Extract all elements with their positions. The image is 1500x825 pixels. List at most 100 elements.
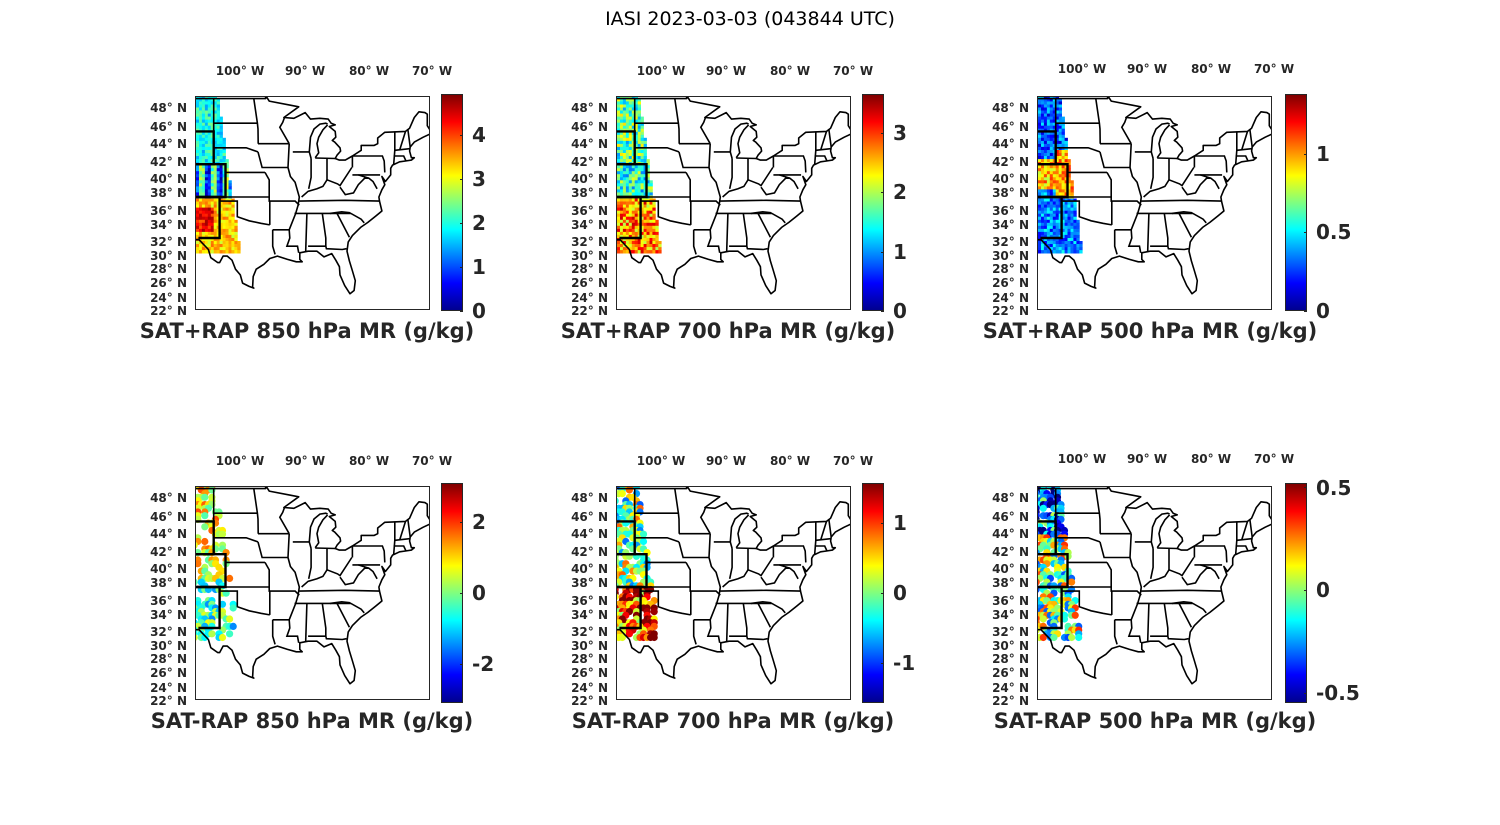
swath-pixel	[216, 116, 220, 120]
swath-pixel	[617, 177, 621, 181]
swath-pixel	[634, 122, 638, 127]
swath-pixel	[216, 189, 220, 193]
swath-pixel	[649, 241, 653, 245]
swath-pixel	[1067, 228, 1071, 233]
swath-pixel	[1073, 234, 1077, 239]
swath-pixel	[1043, 116, 1048, 120]
swath-pixel	[1061, 201, 1065, 205]
swath-pixel	[1061, 213, 1065, 218]
swath-pixel	[1067, 234, 1071, 239]
swath-pixel	[637, 210, 641, 215]
swath-pixel	[634, 213, 638, 218]
swath-pixel	[1049, 180, 1054, 184]
state-border	[1194, 545, 1228, 563]
swath-pixel	[620, 116, 624, 120]
swath-pixel	[1049, 168, 1054, 172]
swath-pixel	[1041, 250, 1045, 254]
swath-pixel	[1052, 140, 1057, 145]
swath-pixel	[219, 192, 223, 196]
swath-pixel	[225, 213, 229, 218]
swath-pixel	[622, 174, 627, 178]
swath-pixel	[1055, 216, 1059, 221]
longitude-tick-label: 80° W	[769, 454, 811, 468]
swath-pixel	[213, 250, 217, 254]
swath-pixel	[228, 247, 232, 251]
swath-pixel	[204, 247, 209, 251]
swath-pixel	[1038, 168, 1042, 172]
swath-pixel	[1041, 174, 1045, 178]
swath-pixel	[655, 234, 659, 239]
swath-pixel	[1043, 156, 1048, 160]
swath-pixel	[210, 113, 215, 117]
swath-pixel	[204, 134, 209, 139]
state-border	[728, 548, 733, 579]
swath-pixel	[231, 213, 235, 218]
swath-pixel	[1043, 140, 1048, 145]
swath-pixel	[210, 183, 215, 187]
swath-pixel	[646, 162, 650, 166]
latitude-tick-label: 44° N	[992, 137, 1029, 151]
swath-pixel	[637, 207, 641, 211]
swath-pixel	[228, 189, 232, 193]
swath-pixel	[210, 131, 215, 136]
latitude-tick-label: 46° N	[992, 120, 1029, 134]
swath-pixel	[1079, 247, 1083, 251]
swath-pixel	[1055, 168, 1059, 172]
swath-pixel	[1049, 119, 1054, 123]
swath-pixel	[225, 241, 229, 245]
swath-pixel	[655, 222, 659, 227]
latitude-tick-label: 48° N	[571, 491, 608, 505]
swath-pixel	[643, 165, 647, 169]
swath-pixel	[634, 125, 638, 130]
swath-pixel	[628, 204, 633, 208]
swath-pixel	[1038, 113, 1042, 117]
state-border	[1200, 564, 1220, 580]
swath-pixel	[643, 183, 647, 187]
latitude-tick-label: 24° N	[150, 681, 187, 695]
swath-pixel	[225, 219, 229, 224]
retrieval-swath	[196, 97, 241, 254]
state-border	[1163, 603, 1169, 637]
swath-pixel	[1064, 244, 1068, 248]
swath-pixel	[234, 238, 238, 242]
colorbar-tick-mark	[881, 132, 884, 134]
swath-pixel	[201, 198, 206, 202]
swath-pixel	[643, 168, 647, 172]
swath-pixel	[216, 231, 220, 236]
swath-pixel	[216, 171, 220, 175]
latitude-tick-label: 26° N	[571, 276, 608, 290]
swath-pixel	[1070, 216, 1074, 221]
swath-pixel	[1043, 210, 1048, 215]
swath-pixel	[1061, 116, 1065, 120]
swath-pixel	[640, 159, 644, 163]
swath-pixel	[201, 207, 206, 211]
state-border	[1156, 514, 1171, 549]
swath-pixel	[622, 113, 627, 117]
swath-pixel	[1043, 134, 1048, 139]
swath-pixel	[622, 225, 627, 230]
swath-pixel	[620, 143, 624, 148]
swath-pixel	[234, 222, 238, 227]
swath-pixel	[222, 137, 226, 142]
swath-pixel	[620, 241, 624, 245]
swath-pixel	[216, 186, 220, 190]
swath-pixel	[216, 143, 220, 148]
swath-pixel	[631, 198, 636, 202]
swath-pixel	[1064, 140, 1068, 145]
state-border	[393, 155, 407, 162]
swath-pixel	[201, 186, 206, 190]
swath-pixel	[225, 222, 229, 227]
swath-pixel	[1064, 156, 1068, 160]
swath-pixel	[201, 174, 206, 178]
swath-pixel	[201, 247, 206, 251]
swath-pixel	[231, 219, 235, 224]
swath-pixel	[643, 174, 647, 178]
state-border	[813, 131, 817, 165]
swath-pixel	[649, 204, 653, 208]
latitude-tick-label: 22° N	[150, 694, 187, 708]
swath-pixel	[1041, 98, 1045, 102]
swath-pixel	[1043, 231, 1048, 236]
swath-pixel	[628, 98, 633, 102]
longitude-tick-label: 70° W	[411, 454, 453, 468]
swath-pixel	[1052, 134, 1057, 139]
